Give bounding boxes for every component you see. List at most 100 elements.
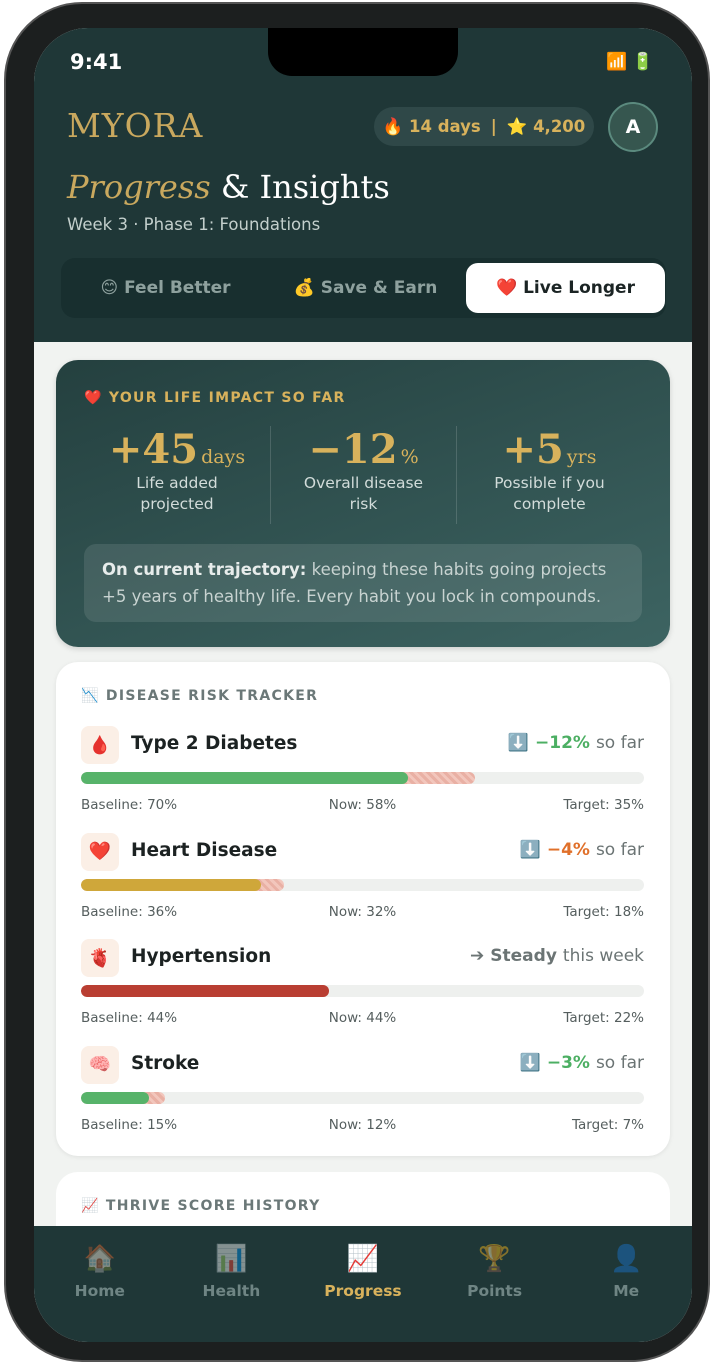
nav-label: Health — [202, 1282, 261, 1300]
change-suffix: so far — [595, 839, 644, 860]
nav-icon: 📈 — [346, 1244, 380, 1274]
now-bar — [81, 878, 262, 891]
stat-unit: days — [201, 446, 246, 468]
nav-label: Home — [74, 1282, 125, 1300]
impact-stats: +45 days Life added projected −12% Overall d… — [84, 426, 642, 526]
risk-item: 🫀 Hypertension ➔ Steady this week Baseline: 4… — [81, 939, 644, 1034]
risk-icon: 🫀 — [81, 939, 119, 977]
change-value: −3% — [546, 1052, 590, 1073]
title-rest: & Insights — [220, 168, 390, 206]
nav-label: Me — [613, 1282, 640, 1300]
brand: MYORA — [67, 106, 204, 145]
change-suffix: so far — [595, 733, 644, 753]
now-label: Now: 44% — [328, 1010, 397, 1026]
page-title: Progress & Insights — [67, 168, 390, 206]
risk-track — [81, 1091, 644, 1104]
target-label: Target: 18% — [563, 903, 644, 920]
note-bold: On current trajectory: — [102, 560, 307, 579]
risk-change: ⬇️ −4% so far — [520, 840, 644, 860]
impact-stat: −12% Overall disease risk — [270, 426, 456, 524]
impact-heading: ❤️ YOUR LIFE IMPACT SO FAR — [84, 390, 346, 406]
change-icon: ⬇️ — [519, 1052, 541, 1073]
points: ⭐ 4,200 — [506, 116, 586, 136]
bottom-nav: 🏠 Home 📊 Health 📈 Progress 🏆 Points 👤 Me — [34, 1226, 692, 1342]
change-icon: ➔ — [470, 946, 485, 966]
impact-stat: +5 yrs Possible if you complete — [456, 426, 642, 524]
nav-item[interactable]: 🏠 Home — [34, 1226, 166, 1342]
risk-heading: 📉 DISEASE RISK TRACKER — [81, 688, 319, 704]
stat-value: +5 — [502, 426, 564, 473]
stat-value: −12 — [308, 426, 398, 473]
risk-card: 📉 DISEASE RISK TRACKER 🩸 Type 2 Diabetes ⬇… — [56, 662, 670, 1156]
now-label: Now: 58% — [328, 797, 397, 813]
nav-icon: 🏠 — [83, 1244, 116, 1274]
change-value: Steady — [490, 946, 557, 966]
risk-track — [81, 878, 644, 891]
risk-item: 🧠 Stroke ⬇️ −3% so far Baseline: 15% Now: 12% T… — [81, 1045, 644, 1141]
risk-icon: 🧠 — [81, 1045, 119, 1084]
change-value: −4% — [546, 839, 590, 860]
baseline-label: Baseline: 44% — [81, 1010, 178, 1026]
risk-item: ❤️ Heart Disease ⬇️ −4% so far Baseline: 36% N… — [81, 832, 644, 928]
risk-name: Stroke — [131, 1052, 200, 1074]
now-bar — [81, 772, 408, 784]
baseline-label: Baseline: 15% — [81, 1116, 178, 1133]
stat-value: +45 — [108, 426, 199, 473]
nav-icon: 🏆 — [478, 1244, 511, 1274]
nav-icon: 👤 — [609, 1244, 643, 1274]
risk-change: ➔ Steady this week — [470, 946, 644, 966]
signal-icon: 📶 — [606, 52, 628, 72]
header: 9:41 📶 🔋 MYORA 🔥 14 days | ⭐ 4,200 A Pro… — [34, 28, 692, 342]
stat-value-line: +45 days — [84, 426, 270, 473]
change-suffix: so far — [595, 1052, 644, 1073]
stat-label: Overall disease risk — [303, 474, 424, 513]
streak: 🔥 14 days — [382, 116, 481, 136]
now-label: Now: 32% — [328, 903, 397, 920]
stat-unit: yrs — [566, 446, 597, 468]
nav-item[interactable]: 📊 Health — [166, 1226, 298, 1342]
tab-bar: 😊 Feel Better 💰 Save & Earn ❤️ Live Longer — [61, 258, 666, 318]
avatar[interactable]: A — [608, 102, 658, 152]
stat-unit: % — [400, 446, 419, 468]
stat-value-line: +5 yrs — [457, 426, 642, 473]
target-label: Target: 7% — [571, 1116, 644, 1133]
nav-label: Progress — [324, 1282, 402, 1300]
nav-item[interactable]: 🏆 Points — [429, 1226, 561, 1342]
risk-name: Heart Disease — [131, 839, 278, 861]
risk-track — [81, 985, 644, 997]
risk-change: ⬇️ −12% so far — [508, 733, 644, 753]
target-label: Target: 22% — [563, 1010, 644, 1026]
nav-item[interactable]: 👤 Me — [560, 1226, 692, 1342]
battery-icon: 🔋 — [632, 52, 654, 72]
risk-name: Hypertension — [131, 946, 272, 967]
screen: 9:41 📶 🔋 MYORA 🔥 14 days | ⭐ 4,200 A Pro… — [34, 28, 692, 1342]
stats-pill[interactable]: 🔥 14 days | ⭐ 4,200 — [374, 107, 594, 146]
now-label: Now: 12% — [328, 1116, 397, 1133]
status-time: 9:41 — [70, 50, 123, 74]
tab[interactable]: 😊 Feel Better — [100, 278, 231, 298]
tab[interactable]: 💰 Save & Earn — [293, 278, 438, 298]
baseline-label: Baseline: 70% — [81, 797, 178, 813]
change-suffix: this week — [562, 946, 644, 966]
stat-label: Possible if you complete — [494, 474, 605, 513]
nav-item[interactable]: 📈 Progress — [297, 1226, 429, 1342]
risk-change: ⬇️ −3% so far — [520, 1053, 644, 1073]
tab[interactable]: ❤️ Live Longer — [466, 263, 665, 313]
change-icon: ⬇️ — [519, 839, 541, 860]
risk-name: Type 2 Diabetes — [131, 733, 298, 754]
thrive-heading: 📈 THRIVE SCORE HISTORY — [81, 1198, 321, 1214]
risk-item: 🩸 Type 2 Diabetes ⬇️ −12% so far Baseline: 70… — [81, 726, 644, 821]
risk-icon: 🩸 — [81, 726, 119, 764]
change-value: −12% — [535, 733, 590, 753]
divider: | — [490, 117, 497, 136]
stat-value-line: −12% — [271, 426, 456, 473]
now-bar — [81, 985, 329, 997]
risk-icon: ❤️ — [81, 832, 119, 871]
notch — [268, 28, 458, 76]
now-bar — [81, 1091, 149, 1104]
baseline-label: Baseline: 36% — [81, 903, 178, 920]
risk-track — [81, 772, 644, 784]
title-italic: Progress — [67, 168, 211, 206]
